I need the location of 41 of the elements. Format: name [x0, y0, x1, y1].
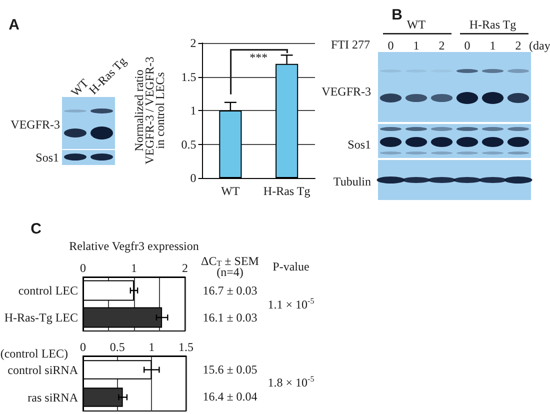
- text: 15.6 ± 0.05: [202, 362, 258, 376]
- text: Sos1: [348, 138, 371, 152]
- y-tick-label: ras siRNA: [28, 390, 78, 404]
- text: VEGFR-3: [322, 84, 371, 98]
- y-tick-label: control LEC: [18, 284, 78, 298]
- text: 2: [438, 38, 445, 52]
- y-axis-title: (control LEC): [0, 346, 68, 360]
- y-tick-label: control siRNA: [8, 362, 78, 377]
- text: 1.1 × 10$^{-5}$: [268, 296, 314, 312]
- x-tick-label: 1: [131, 261, 137, 275]
- y-tick-label: 2: [190, 36, 196, 50]
- text: 16.7 ± 0.03: [202, 283, 258, 297]
- text: 16.4 ± 0.04: [202, 390, 258, 404]
- text: VEGFR-3: [10, 118, 60, 132]
- text: 0: [464, 38, 470, 52]
- x-axis-title: Relative Vegfr3 expression: [69, 238, 199, 253]
- text: (day: [529, 38, 550, 52]
- text: 16.1 ± 0.03: [202, 310, 258, 324]
- text: 2: [515, 38, 522, 52]
- y-tick-label: H-Ras-Tg LEC: [4, 310, 78, 324]
- y-tick-label: 1: [190, 104, 196, 118]
- annotation: ***: [250, 50, 268, 64]
- chart-title: C: [30, 220, 42, 238]
- text: P-value: [272, 260, 310, 274]
- x-tick-label: 0.5: [110, 340, 125, 354]
- text: 1.8 × 10$^{-5}$: [268, 374, 314, 390]
- x-tick-label: 1: [148, 340, 155, 354]
- text: Tubulin: [333, 174, 371, 188]
- text: A: [8, 16, 20, 34]
- text: B: [392, 6, 402, 24]
- y-tick-label: 1.5: [181, 70, 196, 84]
- text: Sos1: [36, 150, 59, 164]
- text: H-Ras Tg: [469, 18, 516, 32]
- text: 1: [490, 38, 496, 52]
- text: 1: [413, 38, 420, 52]
- y-tick-label: 0.5: [181, 137, 196, 152]
- text: WT: [406, 18, 426, 32]
- y-axis-title: Normalized ratio VEGFR-3 / VEGFR-3 in control LECs: [132, 56, 167, 164]
- text: 0: [388, 38, 394, 52]
- y-tick-label: 0: [190, 171, 196, 185]
- text: FTI 277: [331, 38, 370, 52]
